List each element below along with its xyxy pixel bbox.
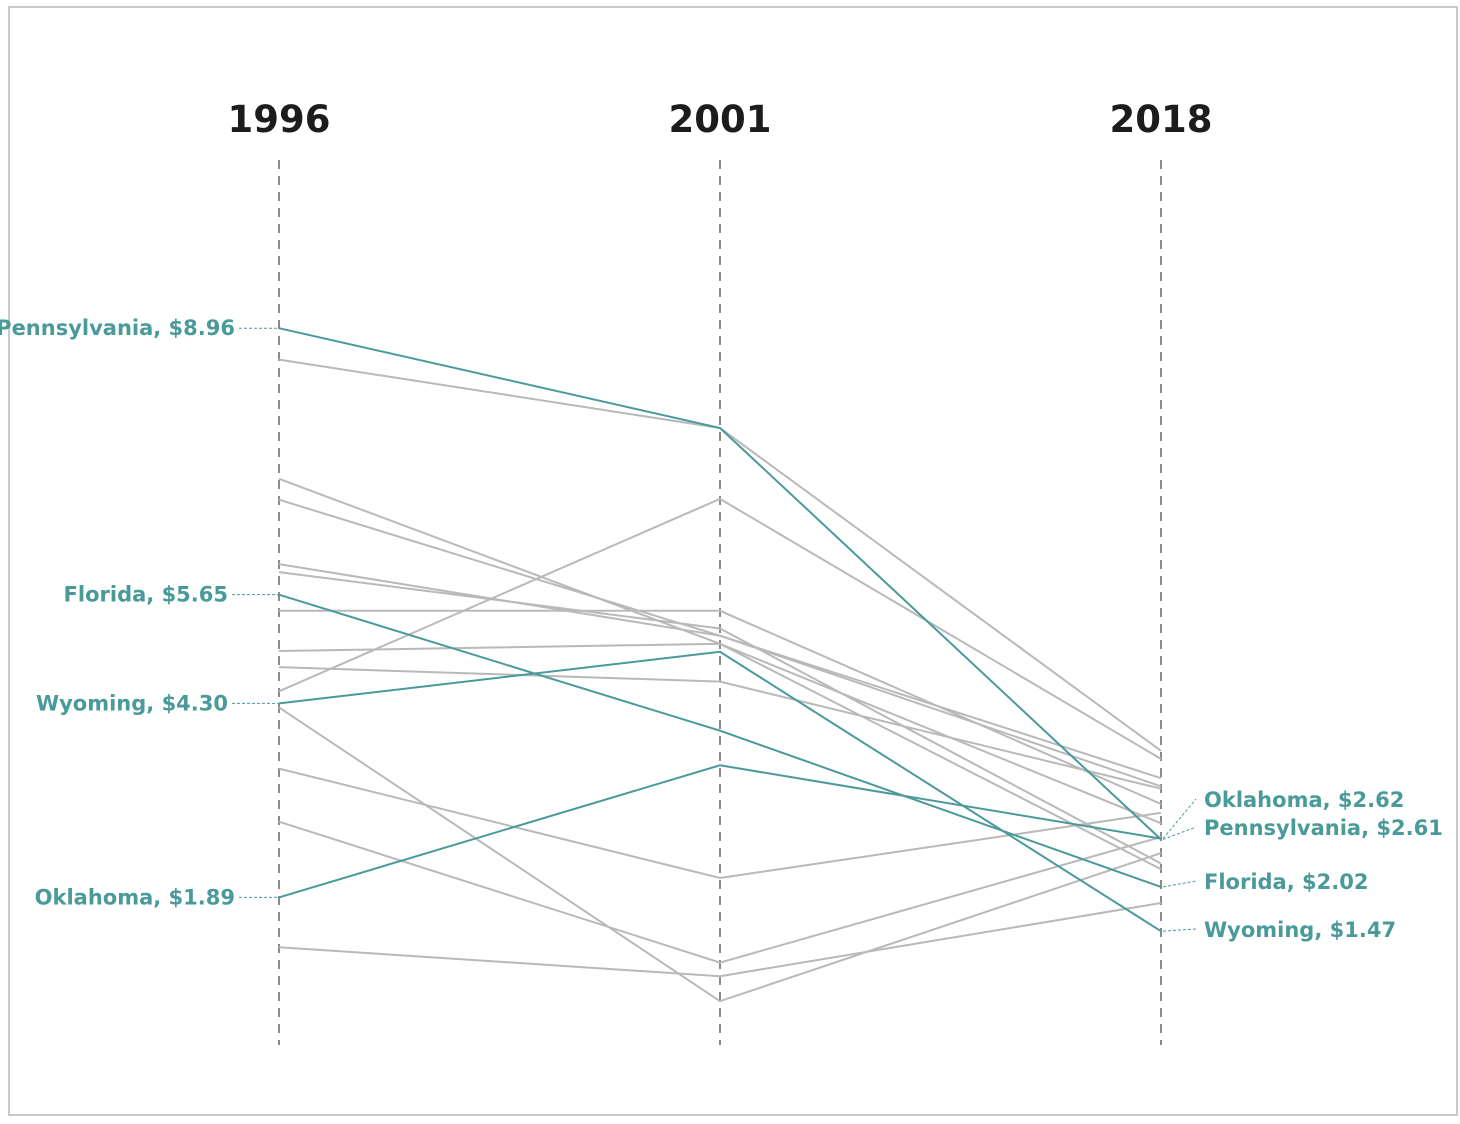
series-line-other-6 <box>279 609 1162 805</box>
leader-line-2018-oklahoma <box>1162 798 1197 839</box>
year-label-2018: 2018 <box>1110 98 1213 141</box>
label-2018-oklahoma: Oklahoma, $2.62 <box>1204 788 1404 812</box>
leader-line-2018-florida <box>1162 880 1197 888</box>
series-line-other-12 <box>278 820 1162 964</box>
series-line-wyoming <box>278 650 1162 933</box>
label-2018-florida: Florida, $2.02 <box>1204 870 1368 894</box>
leader-line-2018-wyoming <box>1162 928 1197 932</box>
series-line-florida <box>278 593 1162 888</box>
year-label-2001: 2001 <box>669 98 772 141</box>
year-label-1996: 1996 <box>228 98 331 141</box>
series-line-other-7 <box>278 642 1162 871</box>
highlighted-series-lines <box>278 327 1162 933</box>
series-line-other-9 <box>278 497 1162 760</box>
label-2018-wyoming: Wyoming, $1.47 <box>1204 918 1396 942</box>
series-line-other-4 <box>278 563 1162 780</box>
label-1996-wyoming: Wyoming, $4.30 <box>36 691 228 715</box>
series-line-oklahoma <box>278 764 1162 899</box>
leader-line-2018-pennsylvania <box>1162 826 1197 840</box>
series-line-pennsylvania <box>278 327 1162 841</box>
series-line-other-8 <box>278 666 1162 790</box>
label-1996-oklahoma: Oklahoma, $1.89 <box>35 885 235 909</box>
series-line-other-5 <box>278 571 1162 865</box>
label-2018-pennsylvania: Pennsylvania, $2.61 <box>1204 816 1443 840</box>
series-line-other-13 <box>278 902 1162 978</box>
series-labels: Pennsylvania, $8.96 Florida, $5.65 Wyoming… <box>0 316 1443 942</box>
year-axes: 1996 2001 2018 <box>228 98 1213 1045</box>
label-1996-pennsylvania: Pennsylvania, $8.96 <box>0 316 235 340</box>
background-series-lines <box>278 358 1162 1003</box>
label-1996-florida: Florida, $5.65 <box>64 583 228 607</box>
chart-frame <box>8 6 1458 1116</box>
